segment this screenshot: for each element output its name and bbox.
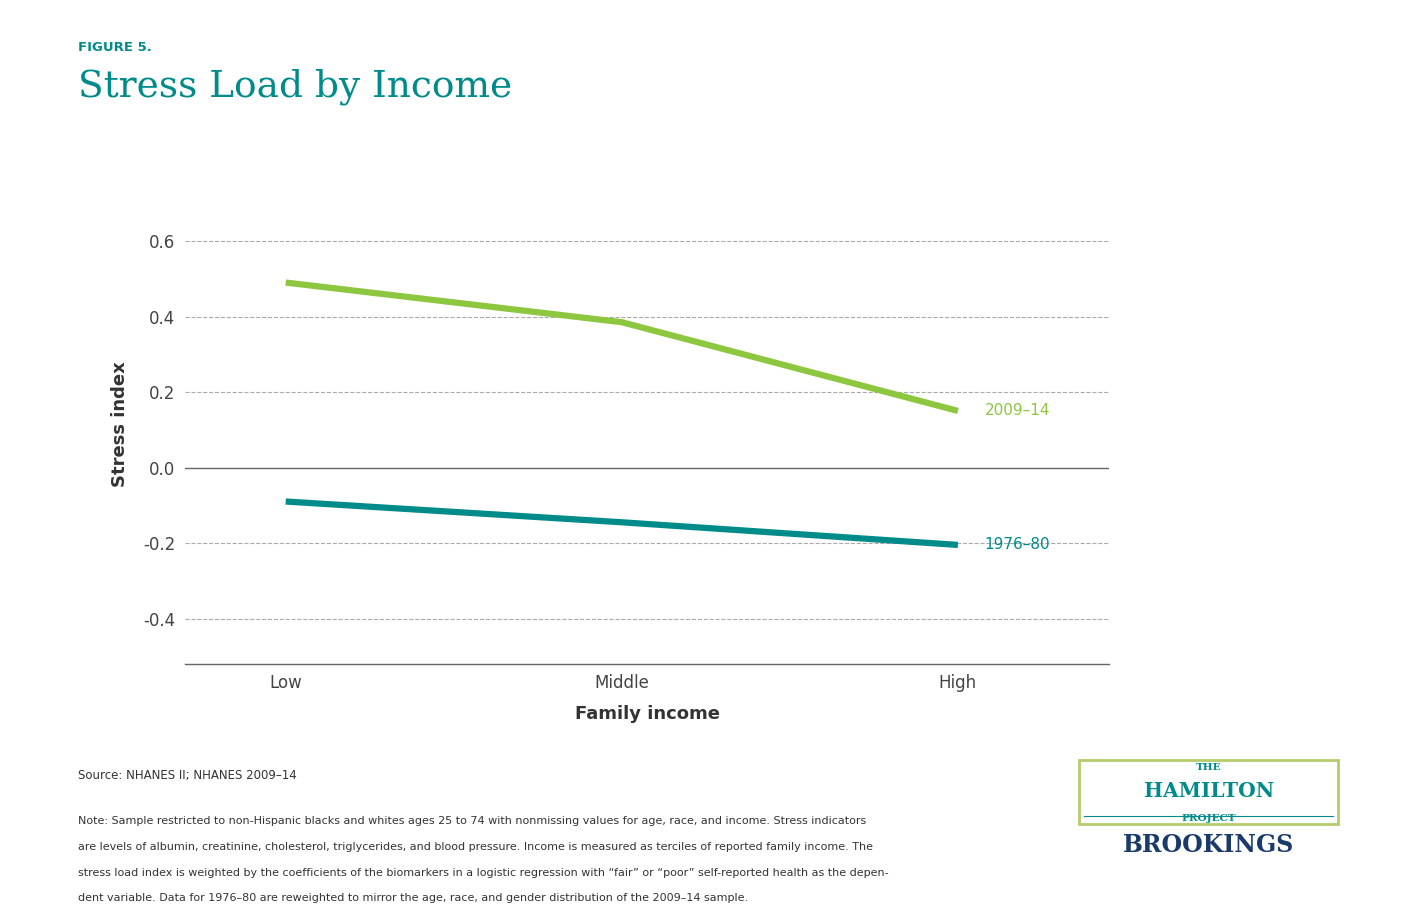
Text: HAMILTON: HAMILTON	[1143, 781, 1274, 801]
Text: BROOKINGS: BROOKINGS	[1123, 833, 1294, 857]
Text: stress load index is weighted by the coefficients of the biomarkers in a logisti: stress load index is weighted by the coe…	[78, 868, 889, 878]
Text: are levels of albumin, creatinine, cholesterol, triglycerides, and blood pressur: are levels of albumin, creatinine, chole…	[78, 842, 873, 852]
Text: Stress Load by Income: Stress Load by Income	[78, 69, 512, 105]
Text: THE: THE	[1196, 762, 1221, 772]
Text: PROJECT: PROJECT	[1182, 814, 1236, 823]
Text: 2009–14: 2009–14	[985, 404, 1051, 419]
X-axis label: Family income: Family income	[574, 705, 720, 724]
FancyBboxPatch shape	[1079, 760, 1338, 824]
Text: Note: Sample restricted to non-Hispanic blacks and whites ages 25 to 74 with non: Note: Sample restricted to non-Hispanic …	[78, 816, 866, 826]
Text: 1976–80: 1976–80	[985, 538, 1051, 552]
Text: dent variable. Data for 1976–80 are reweighted to mirror the age, race, and gend: dent variable. Data for 1976–80 are rewe…	[78, 893, 748, 904]
Y-axis label: Stress index: Stress index	[111, 361, 129, 487]
Text: Source: NHANES II; NHANES 2009–14: Source: NHANES II; NHANES 2009–14	[78, 769, 297, 782]
Text: FIGURE 5.: FIGURE 5.	[78, 41, 152, 53]
